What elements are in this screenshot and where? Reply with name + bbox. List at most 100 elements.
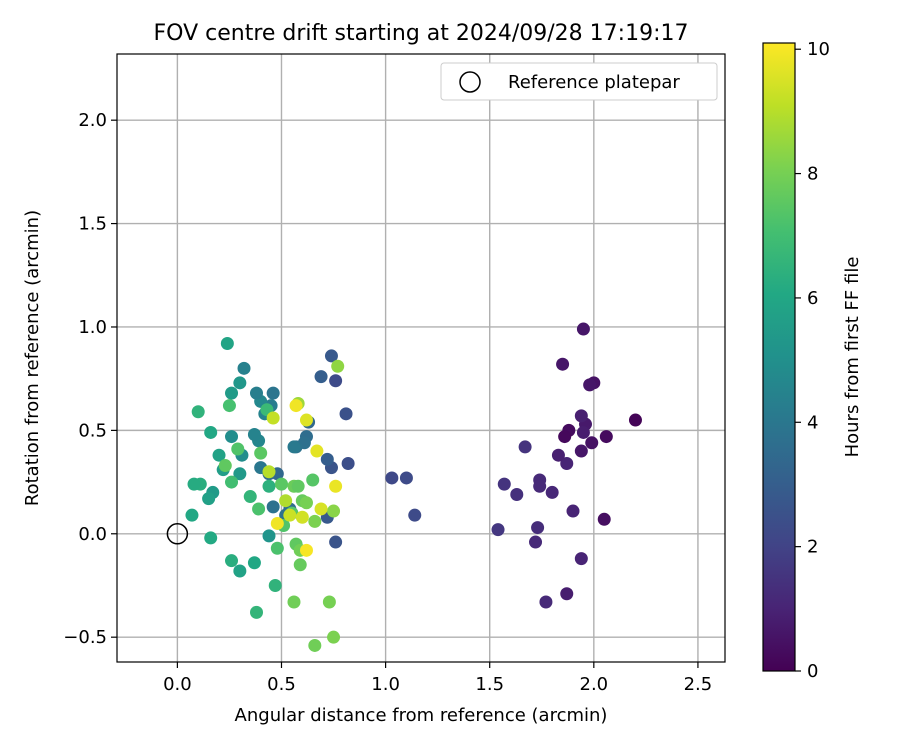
scatter-point: [576, 322, 590, 336]
x-tick-label: 1.0: [371, 674, 400, 695]
grid: [117, 54, 725, 662]
scatter-point: [262, 479, 276, 493]
scatter-point: [576, 425, 590, 439]
scatter-point: [327, 504, 341, 518]
scatter-point: [324, 349, 338, 363]
scatter-point: [250, 386, 264, 400]
colorbar-tick-label: 4: [807, 412, 818, 433]
scatter-point: [266, 411, 280, 425]
scatter-point: [545, 485, 559, 499]
colorbar-ticks: 0 2 4 6 8 10: [795, 39, 830, 682]
scatter-point: [329, 535, 343, 549]
scatter-point: [399, 471, 413, 485]
scatter-point: [628, 413, 642, 427]
reference-platepar-marker: [166, 523, 189, 545]
scatter-point: [341, 456, 355, 470]
x-tick-label: 2.0: [580, 674, 609, 695]
scatter-point: [222, 399, 236, 413]
scatter-point: [279, 494, 293, 508]
y-tick-label: −0.5: [63, 627, 107, 648]
y-axis: −0.5 0.0 0.5 1.0 1.5 2.0: [63, 110, 117, 648]
scatter-point: [408, 508, 422, 522]
scatter-point: [270, 541, 284, 555]
scatter-point: [299, 496, 313, 510]
y-axis-label: Rotation from reference (arcmin): [22, 210, 43, 506]
scatter-point: [187, 477, 201, 491]
scatter-point: [583, 378, 597, 392]
y-tick-label: 0.0: [78, 524, 107, 545]
scatter-point: [331, 359, 345, 373]
scatter-point: [274, 477, 288, 491]
plot-frame: [116, 53, 726, 663]
scatter-point: [266, 386, 280, 400]
scatter-point: [233, 467, 247, 481]
scatter-point: [551, 448, 565, 462]
colorbar-tick-label: 10: [807, 39, 830, 60]
scatter-point: [597, 512, 611, 526]
scatter-point: [233, 564, 247, 578]
scatter-point: [225, 554, 239, 568]
colorbar-gradient: [762, 42, 796, 672]
scatter-point: [287, 595, 301, 609]
scatter-point: [518, 440, 532, 454]
scatter-point: [560, 587, 574, 601]
scatter-point: [247, 556, 261, 570]
scatter-point: [314, 370, 328, 384]
scatter-point: [233, 376, 247, 390]
scatter-point: [287, 440, 301, 454]
scatter-point: [262, 529, 276, 543]
scatter-point: [289, 399, 303, 413]
scatter-point: [306, 473, 320, 487]
scatter-point: [299, 413, 313, 427]
scatter-point: [529, 535, 543, 549]
colorbar-tick-label: 8: [807, 164, 818, 185]
colorbar-label: Hours from first FF file: [842, 257, 863, 458]
chart-title: FOV centre drift starting at 2024/09/28 …: [154, 21, 689, 46]
legend-box: [440, 62, 718, 101]
y-tick-label: 1.5: [78, 214, 107, 235]
scatter-point: [385, 471, 399, 485]
y-tick-label: 0.5: [78, 420, 107, 441]
scatter-point: [339, 407, 353, 421]
colorbar-tick-label: 6: [807, 288, 818, 309]
scatter-point: [531, 521, 545, 535]
scatter-point: [327, 630, 341, 644]
x-axis: 0.0 0.5 1.0 1.5 2.0 2.5: [163, 662, 712, 695]
scatter-point: [268, 578, 282, 592]
scatter-point: [204, 425, 218, 439]
scatter-point: [212, 448, 226, 462]
x-axis-label: Angular distance from reference (arcmin): [235, 705, 608, 726]
scatter-point: [329, 479, 343, 493]
scatter-point: [299, 543, 313, 557]
y-tick-label: 1.0: [78, 317, 107, 338]
scatter-point: [497, 477, 511, 491]
scatter-point: [329, 374, 343, 388]
scatter-point: [566, 504, 580, 518]
scatter-point: [574, 552, 588, 566]
x-tick-label: 2.5: [684, 674, 713, 695]
scatter-point: [225, 475, 239, 489]
scatter-point: [295, 510, 309, 524]
scatter-point: [560, 456, 574, 470]
scatter-point: [185, 508, 199, 522]
scatter-point: [574, 409, 588, 423]
scatter-point: [266, 500, 280, 514]
scatter-point: [510, 487, 524, 501]
scatter-point: [314, 502, 328, 516]
scatter-points: [185, 322, 642, 652]
scatter-point: [556, 357, 570, 371]
x-tick-label: 0.5: [267, 674, 296, 695]
scatter-point: [231, 442, 245, 456]
scatter-point: [599, 430, 613, 444]
scatter-point: [310, 444, 324, 458]
x-tick-label: 1.5: [475, 674, 504, 695]
scatter-point: [225, 386, 239, 400]
scatter-point: [308, 514, 322, 528]
scatter-point: [491, 523, 505, 537]
scatter-point: [225, 430, 239, 444]
scatter-point: [283, 508, 297, 522]
y-tick-label: 2.0: [78, 110, 107, 131]
scatter-point: [218, 459, 232, 473]
scatter-point: [202, 492, 216, 506]
